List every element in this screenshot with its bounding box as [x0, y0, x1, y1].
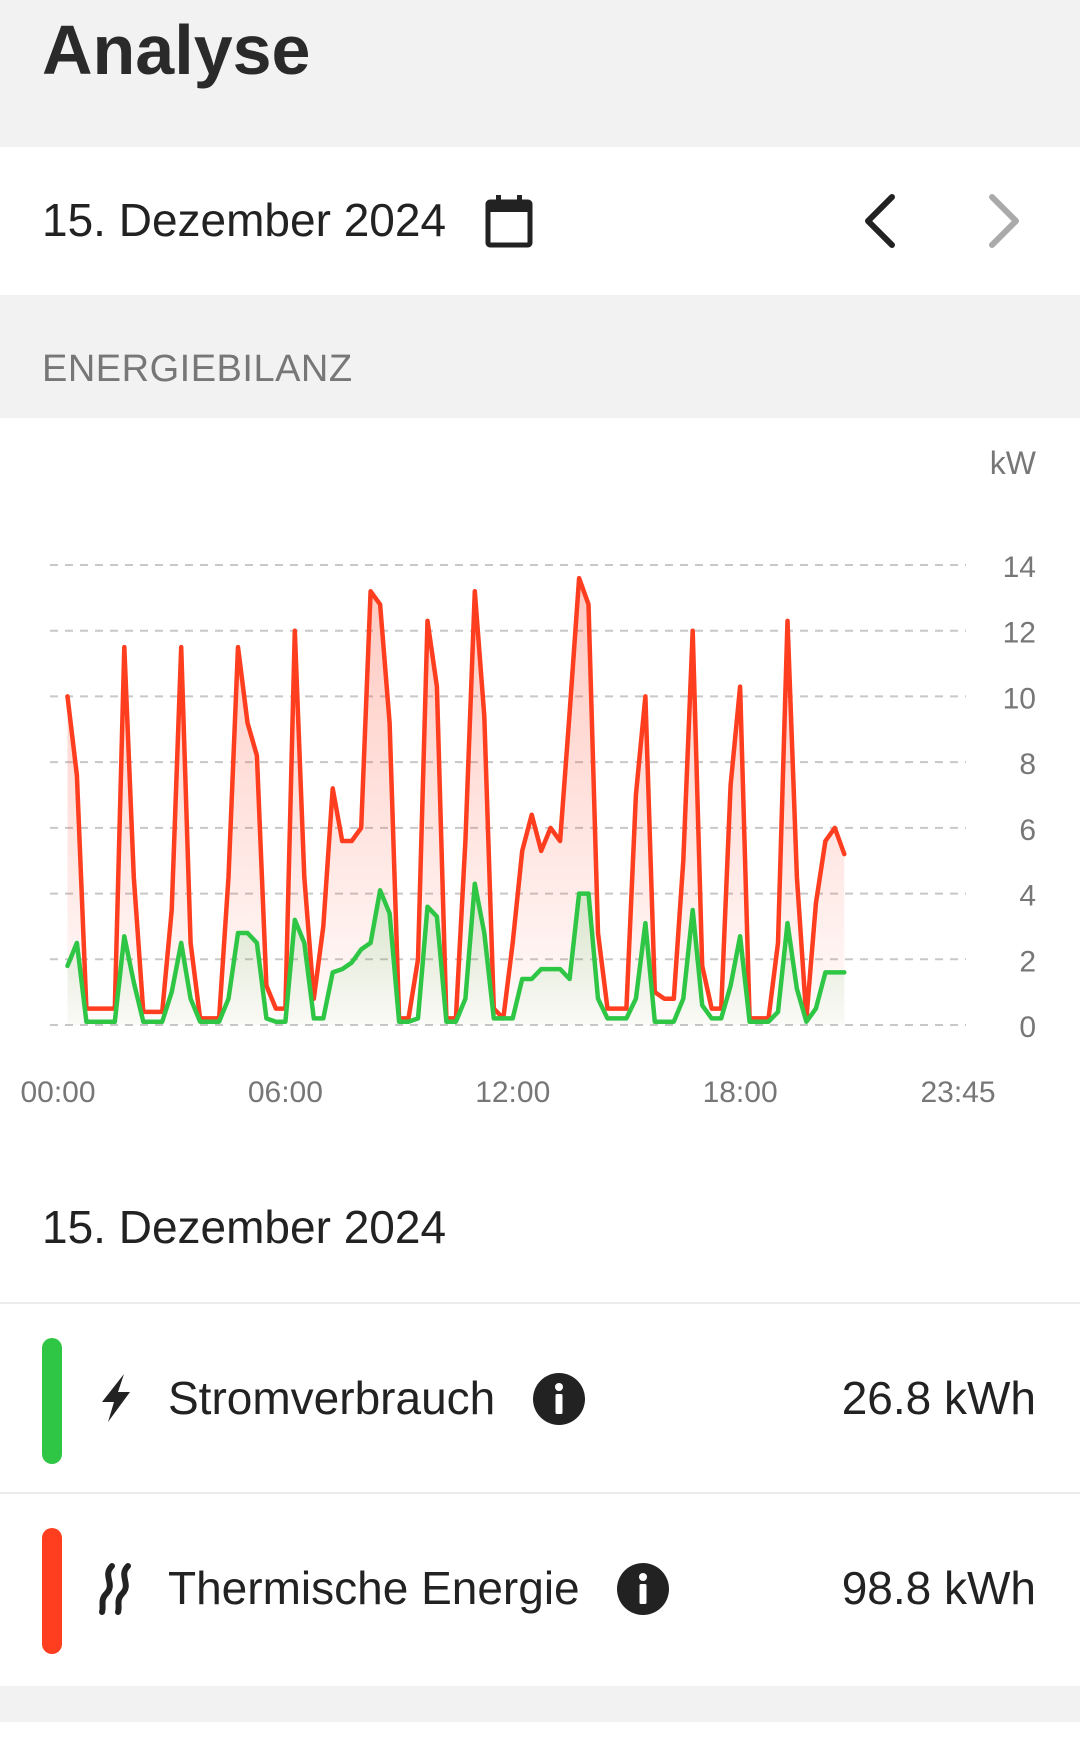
bottom-spacer — [0, 1686, 1080, 1722]
section-label: ENERGIEBILANZ — [42, 348, 353, 390]
y-axis-unit: kW — [990, 445, 1037, 481]
divider — [0, 1302, 1080, 1304]
x-tick-label: 18:00 — [703, 1076, 778, 1109]
energy-chart: kW 14 12 10 8 6 4 2 0 00:00 06:00 12:00 18:00 23:45 — [20, 445, 1037, 1109]
calendar-icon[interactable] — [484, 193, 534, 249]
date-bar: 15. Dezember 2024 — [0, 147, 1080, 295]
series-line-strom — [65, 881, 847, 1024]
x-tick-label: 00:00 — [20, 1076, 95, 1109]
y-tick-label: 4 — [1019, 880, 1036, 913]
summary-row-thermisch: Thermische Energie 98.8 kWh — [0, 1494, 1080, 1682]
y-tick-label: 8 — [1019, 748, 1036, 781]
y-tick-label: 10 — [1003, 682, 1036, 715]
summary-row-strom: Stromverbrauch 26.8 kWh — [0, 1304, 1080, 1492]
y-tick-label: 14 — [1003, 551, 1036, 584]
row-value: 98.8 kWh — [841, 1562, 1036, 1614]
x-tick-label: 23:45 — [920, 1076, 995, 1109]
page-title: Analyse — [42, 11, 311, 89]
info-icon[interactable] — [616, 1562, 670, 1616]
heat-waves-icon — [99, 1563, 131, 1615]
header: Analyse — [0, 0, 1080, 146]
chart-card: kW 14 12 10 8 6 4 2 0 00:00 06:00 12:00 18:00 23:45… — [0, 418, 1080, 1740]
chevron-right-icon — [989, 194, 1019, 248]
chevron-left-icon[interactable] — [852, 183, 908, 259]
legend-bar-green — [42, 1338, 62, 1464]
summary-date: 15. Dezember 2024 — [42, 1201, 447, 1253]
row-value: 26.8 kWh — [841, 1372, 1036, 1424]
y-tick-label: 6 — [1019, 814, 1036, 847]
selected-date[interactable]: 15. Dezember 2024 — [42, 194, 447, 246]
y-tick-label: 0 — [1019, 1011, 1036, 1044]
x-tick-label: 12:00 — [475, 1076, 550, 1109]
row-label: Thermische Energie — [168, 1562, 580, 1614]
lightning-icon — [102, 1374, 130, 1422]
row-label: Stromverbrauch — [168, 1372, 496, 1424]
divider — [0, 1492, 1080, 1494]
x-tick-label: 06:00 — [248, 1076, 323, 1109]
y-tick-label: 2 — [1019, 945, 1036, 978]
info-icon[interactable] — [532, 1372, 586, 1426]
legend-bar-red — [42, 1528, 62, 1654]
y-tick-label: 12 — [1003, 617, 1036, 650]
